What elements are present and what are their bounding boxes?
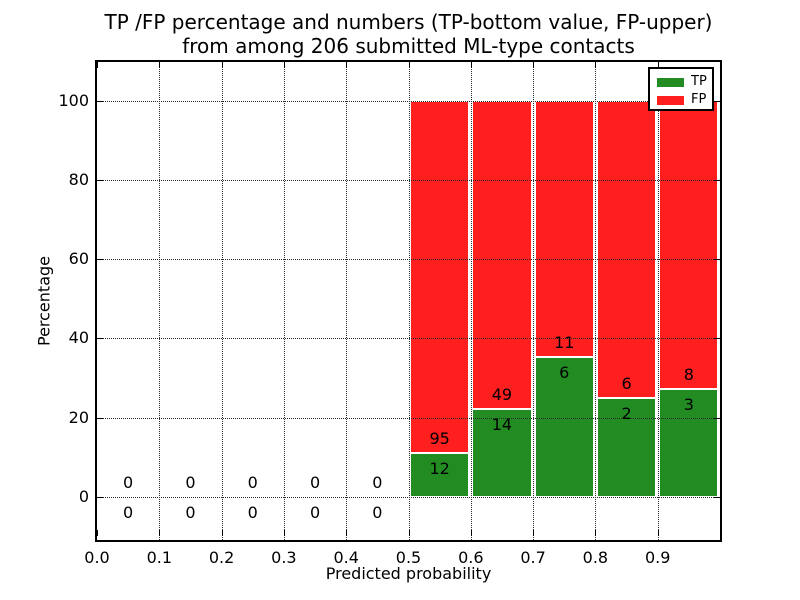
y-tick-label: 20 [68,407,89,427]
x-tick-label: 0.7 [520,548,546,567]
fp-count-label: 6 [621,373,632,393]
x-tick-mark [595,62,597,68]
tp-bar-segment [472,408,532,497]
x-tick-mark [408,62,410,68]
tp-count-label: 2 [621,403,632,423]
x-tick-label: 0.0 [84,548,110,567]
fp-count-label: 0 [185,473,196,492]
y-tick-label: 80 [68,169,89,189]
x-axis-label: Predicted probability [325,564,492,583]
tp-count-label: 12 [429,458,450,478]
y-tick-label: 100 [58,90,89,110]
fp-count-label: 8 [683,364,694,384]
x-tick-label: 0.1 [146,548,173,567]
tp-bar-segment [596,397,657,497]
y-tick-label: 60 [68,249,89,269]
y-tick-mark [97,259,103,261]
tp-count-label: 0 [247,503,258,522]
y-tick-mark [97,179,103,181]
v-gridline [221,62,223,540]
x-tick-mark [470,530,472,536]
y-tick-mark [714,338,720,340]
x-tick-mark [470,62,472,68]
tp-count-label: 14 [491,414,513,434]
y-tick-mark [714,100,720,102]
x-tick-mark [533,530,535,536]
x-tick-mark [408,530,410,536]
x-tick-mark [159,530,161,536]
x-tick-label: 0.8 [582,548,609,567]
v-gridline [346,62,348,540]
tp-count-label: 6 [559,363,570,383]
fp-count-label: 0 [247,473,258,492]
fp-legend-swatch [657,95,684,105]
fp-bar-segment [534,100,594,358]
fp-count-label: 0 [372,473,383,492]
x-tick-label: 0.6 [458,548,484,567]
v-gridline [159,62,161,540]
y-tick-mark [97,417,103,419]
x-tick-mark [221,530,223,536]
chart-title-line1: TP /FP percentage and numbers (TP-bottom… [104,10,713,34]
tp-count-label: 3 [683,394,694,414]
x-tick-label: 0.3 [271,548,297,567]
y-tick-mark [714,179,720,181]
y-tick-label: 40 [68,328,89,348]
legend-item-label: FP [691,92,707,107]
v-gridline [657,62,659,540]
fp-count-label: 95 [429,428,450,448]
x-tick-mark [346,530,348,536]
x-tick-label: 0.9 [644,548,671,567]
x-tick-mark [283,530,285,536]
legend-item: TP [650,73,712,91]
legend: TP FP [648,67,714,111]
v-gridline [408,62,410,540]
tp-legend-swatch [657,77,684,87]
y-tick-mark [714,417,720,419]
x-tick-mark [533,62,535,68]
x-tick-mark [283,62,285,68]
y-tick-mark [97,497,103,498]
legend-item-label: TP [691,74,707,89]
x-tick-mark [97,62,98,68]
chart-title-line2: from among 206 submitted ML-type contact… [182,34,635,58]
fp-count-label: 0 [309,473,321,492]
y-tick-mark [97,338,103,340]
v-gridline [595,62,597,540]
plot-area: 0 0 0 0 0 0 0 0 0 0 95 12 49 14 11 6 6 2 8 3 TP FP [95,60,722,542]
tp-count-label: 0 [185,503,196,522]
x-tick-mark [595,530,597,536]
legend-item: FP [650,91,712,109]
x-tick-mark [97,530,98,536]
fp-count-label: 0 [123,473,134,492]
fp-count-label: 49 [491,384,513,404]
fp-bar-segment [472,100,532,409]
x-tick-mark [657,62,659,68]
x-tick-mark [657,530,659,536]
x-tick-label: 0.5 [395,548,422,567]
x-tick-label: 0.2 [208,548,235,567]
x-tick-label: 0.4 [333,548,359,567]
tp-count-label: 0 [309,503,321,522]
x-tick-mark [221,62,223,68]
fp-bar-segment [659,100,719,389]
x-tick-mark [346,62,348,68]
y-tick-mark [97,100,103,102]
x-tick-mark [159,62,161,68]
y-tick-mark [714,497,720,498]
v-gridline [283,62,285,540]
tp-count-label: 0 [123,503,134,522]
v-gridline [533,62,535,540]
v-gridline [470,62,472,540]
y-tick-mark [714,259,720,261]
tp-bar-segment [410,452,470,497]
tp-bar-segment [534,357,594,497]
fp-count-label: 11 [554,333,575,353]
fp-bar-segment [596,100,657,398]
fp-bar-segment [410,100,470,453]
tp-count-label: 0 [372,503,383,522]
tp-bar-segment [659,388,719,497]
y-tick-label: 0 [78,487,89,506]
